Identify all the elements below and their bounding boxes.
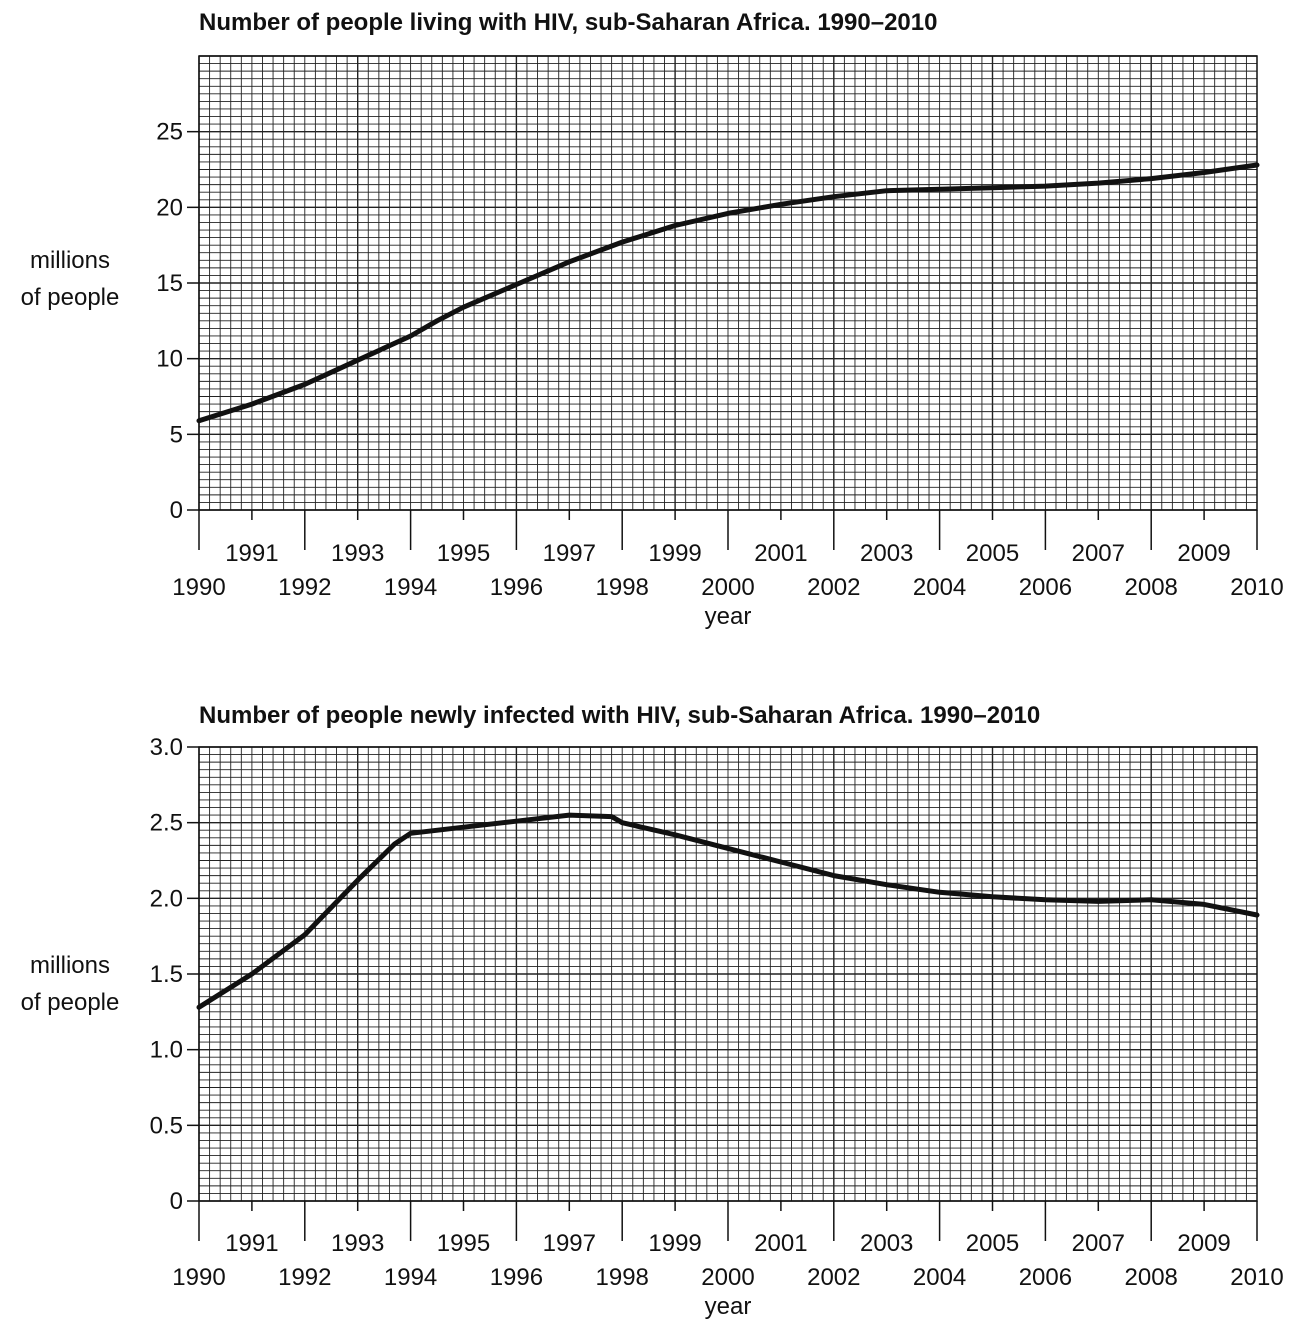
x-tick-label: 2004 (913, 1264, 966, 1291)
x-tick-label: 1999 (648, 1230, 701, 1257)
x-tick-label: 1993 (331, 540, 384, 567)
x-tick-label: 2001 (754, 1230, 807, 1257)
x-tick-label: 2004 (913, 574, 966, 601)
x-tick-label: 2009 (1177, 540, 1230, 567)
y-tick-label: 1.0 (150, 1037, 183, 1064)
grid (198, 55, 1258, 511)
x-tick-label: 2007 (1072, 1230, 1125, 1257)
x-tick-label: 2008 (1125, 1264, 1178, 1291)
x-tick-label: 2003 (860, 1230, 913, 1257)
y-tick-label: 3.0 (150, 734, 183, 761)
x-tick-label: 1990 (172, 1264, 225, 1291)
y-tick-label: 25 (156, 119, 183, 146)
data-line (196, 162, 1260, 424)
x-tick-label: 2010 (1230, 1264, 1283, 1291)
y-axis-label: millions (30, 247, 110, 274)
y-axis-label: of people (21, 284, 120, 311)
x-tick-label: 1999 (648, 540, 701, 567)
x-tick-label: 2009 (1177, 1230, 1230, 1257)
x-tick-label: 1998 (596, 574, 649, 601)
x-tick-label: 2003 (860, 540, 913, 567)
y-tick-label: 5 (170, 421, 183, 448)
y-tick-label: 10 (156, 346, 183, 373)
chart-1: Number of people living with HIV, sub-Sa… (21, 9, 1284, 630)
y-tick-label: 0.5 (150, 1112, 183, 1139)
x-tick-label: 2000 (701, 1264, 754, 1291)
x-tick-label: 1998 (596, 1264, 649, 1291)
chart-title: Number of people living with HIV, sub-Sa… (199, 9, 937, 36)
grid (198, 746, 1258, 1202)
x-tick-label: 1997 (543, 1230, 596, 1257)
y-tick-label: 20 (156, 194, 183, 221)
x-tick-label: 2005 (966, 1230, 1019, 1257)
x-tick-label: 1997 (543, 540, 596, 567)
x-tick-label: 1993 (331, 1230, 384, 1257)
chart-title: Number of people newly infected with HIV… (199, 702, 1040, 729)
x-tick-label: 2006 (1019, 1264, 1072, 1291)
y-tick-label: 15 (156, 270, 183, 297)
x-tick-label: 2006 (1019, 574, 1072, 601)
x-axis-label: year (705, 1293, 752, 1320)
x-tick-label: 1992 (278, 574, 331, 601)
x-axis-label: year (705, 603, 752, 630)
y-axis-label: millions (30, 952, 110, 979)
x-tick-label: 1996 (490, 1264, 543, 1291)
x-tick-label: 2005 (966, 540, 1019, 567)
x-tick-label: 2002 (807, 574, 860, 601)
x-tick-label: 2001 (754, 540, 807, 567)
y-tick-label: 1.5 (150, 961, 183, 988)
chart-2: Number of people newly infected with HIV… (21, 702, 1284, 1320)
y-axis-label: of people (21, 989, 120, 1016)
y-tick-label: 0 (170, 1188, 183, 1215)
x-tick-label: 1995 (437, 540, 490, 567)
x-tick-label: 2010 (1230, 574, 1283, 601)
x-tick-label: 2007 (1072, 540, 1125, 567)
y-tick-label: 2.5 (150, 810, 183, 837)
y-tick-label: 2.0 (150, 885, 183, 912)
x-tick-label: 1994 (384, 574, 437, 601)
y-tick-label: 0 (170, 497, 183, 524)
x-tick-label: 1992 (278, 1264, 331, 1291)
x-tick-label: 1991 (225, 540, 278, 567)
x-tick-label: 1996 (490, 574, 543, 601)
x-tick-label: 2000 (701, 574, 754, 601)
x-tick-label: 1990 (172, 574, 225, 601)
x-tick-label: 2008 (1125, 574, 1178, 601)
x-tick-label: 1994 (384, 1264, 437, 1291)
x-tick-label: 2002 (807, 1264, 860, 1291)
x-tick-label: 1991 (225, 1230, 278, 1257)
x-tick-label: 1995 (437, 1230, 490, 1257)
